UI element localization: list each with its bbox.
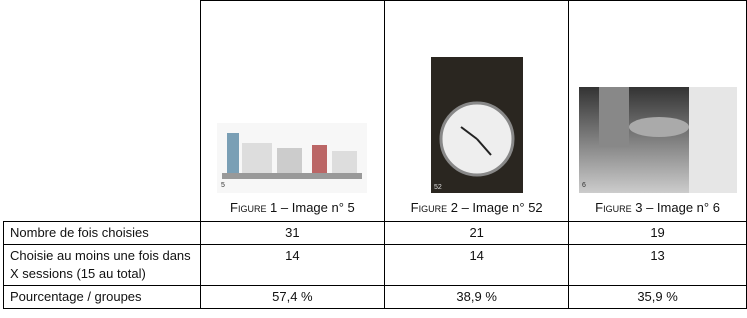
cell-value: 13 bbox=[569, 245, 747, 286]
figure-cell: 5 Figure 1 – Image n° 5 bbox=[200, 1, 385, 222]
caption-label: Figure 2 bbox=[411, 200, 458, 215]
caption-label: Figure 1 bbox=[230, 200, 277, 215]
image-number: 5 bbox=[221, 182, 225, 189]
caption-text: – Image n° 52 bbox=[462, 200, 543, 215]
row-label: Pourcentage / groupes bbox=[4, 286, 201, 309]
cell-value: 31 bbox=[200, 222, 385, 245]
figure-cell: 52 Figure 2 – Image n° 52 bbox=[385, 1, 569, 222]
cell-value: 38,9 % bbox=[385, 286, 569, 309]
cell-value: 14 bbox=[200, 245, 385, 286]
row-label: Nombre de fois choisies bbox=[4, 222, 201, 245]
cell-value: 21 bbox=[385, 222, 569, 245]
cell-value: 57,4 % bbox=[200, 286, 385, 309]
table-row: Choisie au moins une fois dans X session… bbox=[4, 245, 747, 286]
page: {"figures": [ {"label": "Figure 1", "tex… bbox=[0, 0, 747, 318]
caption-label: Figure 3 bbox=[595, 200, 642, 215]
image-clock: 52 bbox=[431, 57, 523, 193]
caption-text: – Image n° 6 bbox=[646, 200, 720, 215]
figure-cell: 6 Figure 3 – Image n° 6 bbox=[569, 1, 747, 222]
cell-value: 35,9 % bbox=[569, 286, 747, 309]
figure-row: 5 Figure 1 – Image n° 5 52 Figure 2 – Im… bbox=[4, 1, 747, 222]
image-hands: 6 bbox=[579, 87, 737, 193]
cell-value: 19 bbox=[569, 222, 747, 245]
results-table: 5 Figure 1 – Image n° 5 52 Figure 2 – Im… bbox=[3, 0, 747, 309]
empty-cell bbox=[4, 1, 201, 222]
cell-value: 14 bbox=[385, 245, 569, 286]
image-number: 6 bbox=[582, 182, 586, 189]
row-label: Choisie au moins une fois dans X session… bbox=[4, 245, 201, 286]
image-shelves: 5 bbox=[217, 123, 367, 193]
image-number: 52 bbox=[434, 184, 442, 191]
caption-text: – Image n° 5 bbox=[281, 200, 355, 215]
